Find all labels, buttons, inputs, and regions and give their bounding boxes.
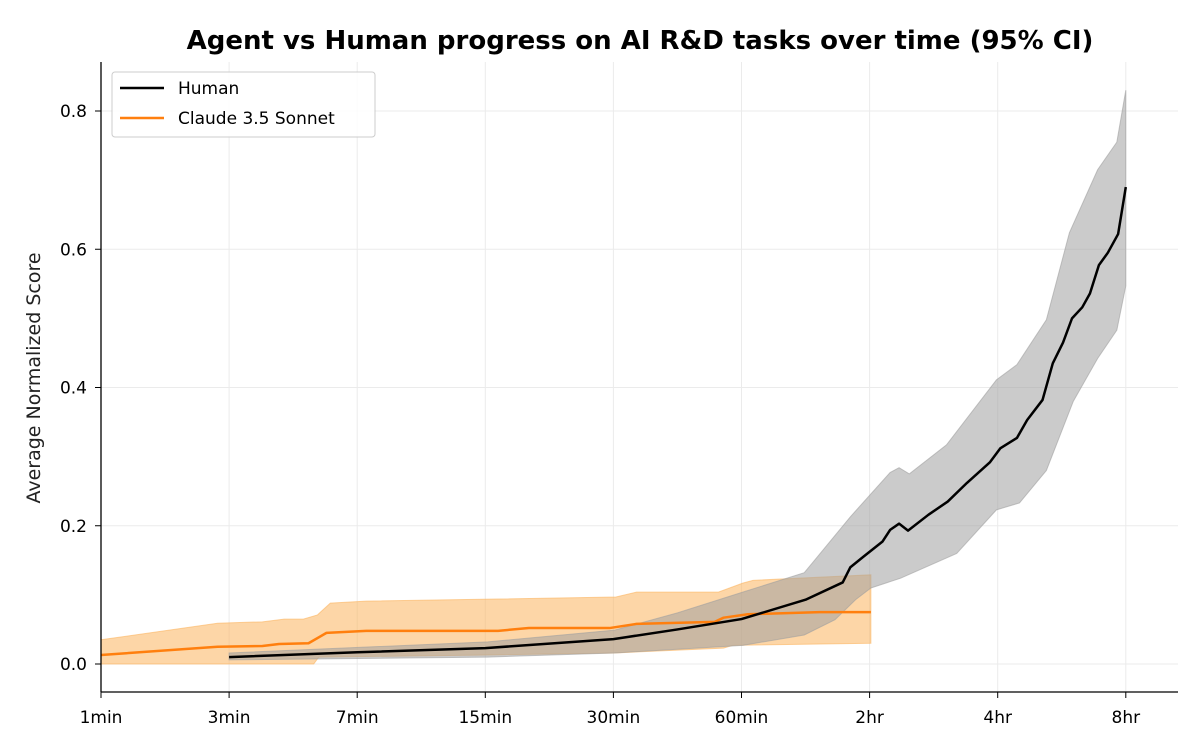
confidence-bands bbox=[100, 90, 1127, 665]
legend-label-human: Human bbox=[178, 79, 239, 99]
gridlines bbox=[100, 62, 1178, 692]
chart-title: Agent vs Human progress on AI R&D tasks … bbox=[187, 26, 1094, 56]
y-tick-label: 0.0 bbox=[60, 655, 87, 675]
legend: Human Claude 3.5 Sonnet bbox=[111, 71, 376, 138]
series-lines bbox=[100, 186, 1128, 659]
x-tick-label: 8hr bbox=[1112, 708, 1141, 728]
human-ci-band bbox=[228, 90, 1127, 661]
x-tick-label: 3min bbox=[208, 708, 251, 728]
x-tick-label: 15min bbox=[458, 708, 512, 728]
axes: 1min 3min 7min 15min 30min 60min 2hr 4hr 8hr 0.0 0… bbox=[60, 62, 1178, 728]
y-axis-label: Average Normalized Score bbox=[23, 252, 45, 503]
legend-box bbox=[111, 71, 376, 138]
x-tick-label: 2hr bbox=[855, 708, 884, 728]
y-tick-label: 0.4 bbox=[60, 379, 87, 399]
x-tick-label: 30min bbox=[587, 708, 641, 728]
claude-mean-line bbox=[100, 610, 871, 657]
x-tick-label: 7min bbox=[336, 708, 379, 728]
x-tick-label: 4hr bbox=[983, 708, 1012, 728]
y-tick-label: 0.8 bbox=[60, 102, 87, 122]
legend-label-claude: Claude 3.5 Sonnet bbox=[178, 109, 335, 129]
y-tick-label: 0.6 bbox=[60, 240, 87, 260]
y-tick-label: 0.2 bbox=[60, 517, 87, 537]
x-tick-label: 60min bbox=[715, 708, 769, 728]
human-mean-line bbox=[229, 186, 1128, 659]
x-tick-label: 1min bbox=[80, 708, 123, 728]
